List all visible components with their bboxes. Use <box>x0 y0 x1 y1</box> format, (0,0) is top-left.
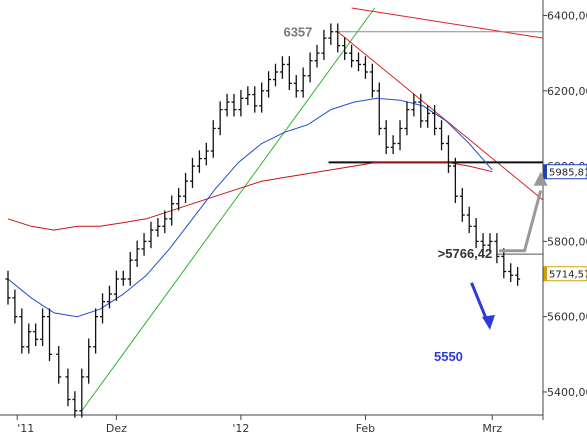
x-tick-label: Feb <box>356 422 375 435</box>
price-boxes: 5985,81 5714,57 <box>543 164 587 282</box>
x-tick-label: Dez <box>106 422 127 435</box>
peak-annotation: 6357 <box>283 25 312 40</box>
ma-long-line <box>7 161 493 231</box>
y-tick-label: 6200,00 <box>547 85 587 98</box>
x-tick-label: '11 <box>17 422 34 435</box>
uptrend-line <box>81 7 376 412</box>
y-tick-label: 5600,00 <box>547 311 587 324</box>
arrow-up-head <box>533 171 548 186</box>
trend-lines <box>81 7 544 412</box>
arrow-up <box>499 190 543 253</box>
y-tick-label: 5800,00 <box>547 235 587 248</box>
ma-short-line <box>7 97 493 318</box>
support-annotation: >5766,42 <box>438 246 493 261</box>
target-annotation: 5550 <box>434 349 463 364</box>
x-tick-label: Mrz <box>482 422 502 435</box>
price-box-marker <box>544 266 547 281</box>
y-tick-label: 6400,00 <box>547 10 587 23</box>
price-box-label: 5985,81 <box>549 168 587 179</box>
price-box-marker <box>544 164 547 179</box>
upper-channel-line <box>351 7 544 39</box>
arrow-down-head <box>481 314 495 330</box>
downtrend-line <box>337 31 544 201</box>
annotations: 6357 >5766,42 5550 <box>283 25 548 364</box>
series-layer <box>5 23 521 418</box>
plot-area <box>0 0 543 415</box>
arrow-down <box>470 282 490 323</box>
x-tick-label: '12 <box>232 422 249 435</box>
y-tick-label: 5400,00 <box>547 386 587 399</box>
y-axis-ticks: 5400,005600,005800,006000,006200,006400,… <box>543 10 587 399</box>
price-box-label: 5714,57 <box>549 270 587 281</box>
